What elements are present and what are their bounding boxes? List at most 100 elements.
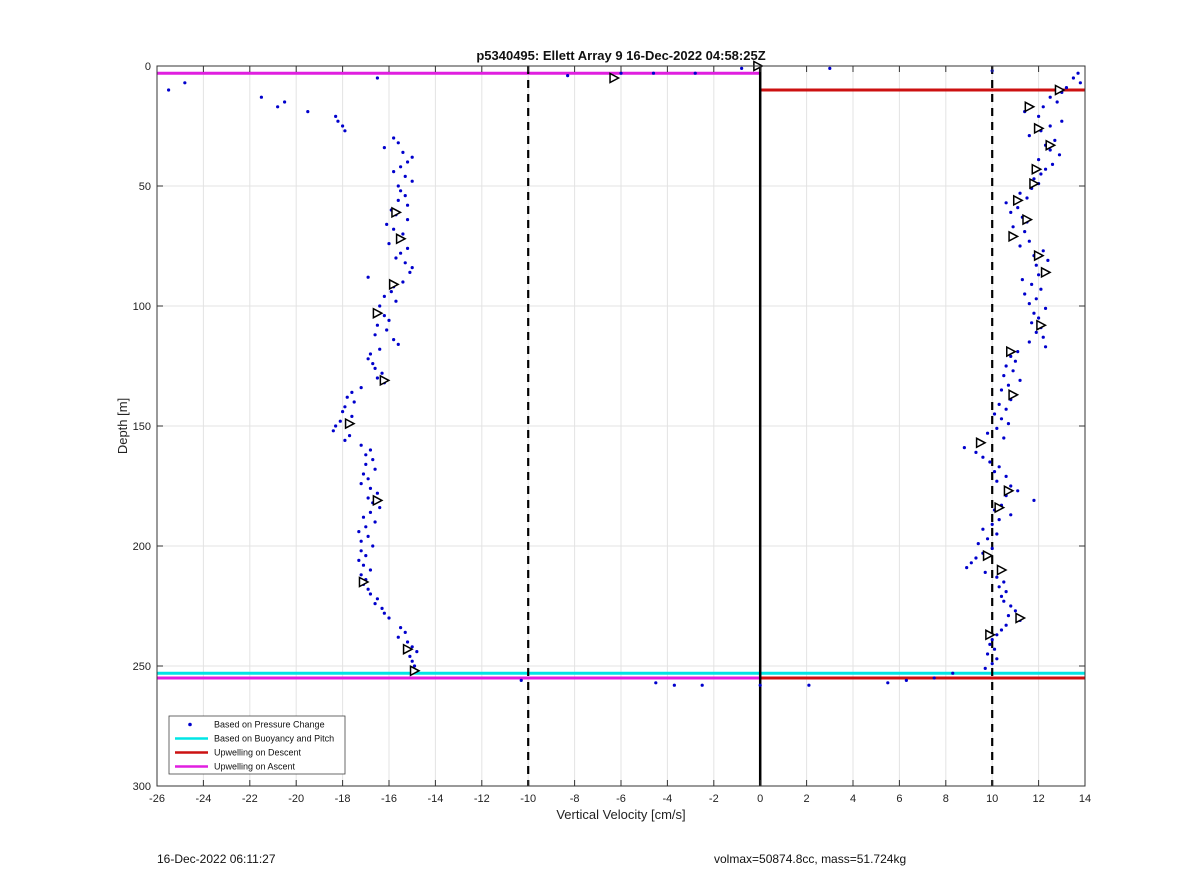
triangle-marker	[1045, 139, 1057, 151]
x-tick-label: 8	[943, 793, 949, 805]
pressure-data-point	[1011, 225, 1015, 229]
pressure-data-point	[359, 443, 363, 447]
pressure-data-point	[1004, 364, 1008, 368]
pressure-data-point	[1034, 263, 1038, 267]
pressure-data-point	[412, 664, 417, 668]
pressure-data-point	[992, 647, 997, 651]
triangle-marker	[372, 307, 384, 319]
pressure-data-point	[1020, 278, 1024, 282]
pressure-data-point	[1060, 119, 1064, 123]
pressure-data-point	[401, 280, 405, 284]
pressure-data-point	[1027, 302, 1031, 306]
pressure-data-point	[394, 256, 398, 260]
pressure-data-point	[997, 465, 1001, 469]
pressure-data-point	[385, 222, 389, 226]
pressure-data-point	[1013, 609, 1018, 613]
pressure-data-point	[974, 450, 978, 454]
pressure-data-point	[1018, 378, 1022, 382]
pressure-data-point	[1053, 138, 1057, 142]
pressure-data-point	[1032, 311, 1036, 315]
pressure-data-point	[995, 633, 999, 637]
pressure-data-point	[361, 515, 366, 519]
pressure-data-point	[1009, 604, 1013, 608]
pressure-data-point	[985, 537, 990, 541]
pressure-data-point	[276, 105, 280, 109]
pressure-data-point	[1032, 498, 1036, 502]
pressure-data-point	[1004, 474, 1008, 478]
pressure-data-point	[758, 683, 762, 687]
pressure-data-point	[1034, 330, 1038, 334]
pressure-data-point	[385, 328, 389, 332]
pressure-data-point	[378, 347, 382, 351]
pressure-data-point	[334, 424, 338, 428]
triangle-marker	[1015, 612, 1027, 624]
y-axis-label: Depth [m]	[115, 398, 130, 454]
pressure-data-point	[359, 482, 363, 486]
pressure-data-point	[1041, 335, 1045, 339]
x-tick-label: -12	[474, 793, 490, 805]
pressure-data-point	[405, 640, 410, 644]
pressure-data-point	[951, 671, 955, 675]
pressure-data-point	[387, 242, 391, 246]
pressure-data-point	[396, 184, 400, 188]
pressure-data-point	[403, 630, 407, 635]
pressure-data-point	[1055, 100, 1059, 104]
pressure-data-point	[392, 170, 396, 174]
pressure-data-point	[1041, 105, 1045, 109]
x-tick-label: -14	[427, 793, 443, 805]
triangle-marker	[1033, 249, 1045, 262]
pressure-data-point	[375, 597, 379, 601]
pressure-data-point	[828, 66, 832, 70]
pressure-data-point	[399, 251, 403, 255]
pressure-data-point	[1027, 134, 1031, 138]
triangle-marker	[1012, 194, 1024, 207]
pressure-data-point	[343, 129, 347, 133]
y-tick-label: 300	[133, 781, 151, 793]
y-tick-label: 0	[145, 61, 151, 73]
pressure-data-point	[405, 246, 410, 250]
pressure-data-point	[375, 323, 379, 327]
pressure-data-point	[999, 417, 1004, 421]
triangle-marker	[1022, 213, 1034, 226]
pressure-data-point	[382, 146, 386, 150]
pressure-data-point	[410, 155, 414, 159]
pressure-data-point	[359, 386, 363, 390]
pressure-data-point	[345, 395, 349, 399]
pressure-data-point	[368, 448, 373, 452]
pressure-data-point	[990, 522, 994, 527]
pressure-data-point	[1004, 590, 1008, 594]
pressure-data-point	[387, 616, 391, 620]
pressure-data-point	[1016, 206, 1020, 210]
pressure-data-point	[343, 405, 347, 409]
pressure-data-point	[672, 683, 676, 687]
pressure-data-point	[350, 390, 354, 394]
pressure-data-point	[368, 510, 373, 514]
pressure-data-point	[364, 525, 368, 529]
pressure-data-point	[410, 179, 414, 183]
pressure-data-point	[382, 314, 386, 318]
pressure-data-point	[1037, 114, 1041, 118]
pressure-data-point	[306, 110, 310, 114]
pressure-data-point	[405, 203, 410, 207]
pressure-data-point	[619, 71, 623, 75]
y-tick-label: 250	[133, 661, 151, 673]
pressure-data-point	[410, 645, 414, 649]
x-tick-label: -6	[616, 793, 626, 805]
pressure-data-point	[396, 635, 400, 639]
pressure-data-point	[399, 189, 403, 193]
x-axis-label: Vertical Velocity [cm/s]	[556, 807, 685, 822]
pressure-data-point	[394, 299, 398, 303]
pressure-data-point	[373, 333, 377, 337]
pressure-data-point	[1004, 201, 1008, 205]
pressure-data-point	[1050, 162, 1055, 166]
pressure-data-point	[347, 434, 352, 438]
triangle-marker	[402, 643, 414, 655]
triangle-marker	[982, 549, 994, 562]
x-tick-label: 14	[1079, 793, 1091, 805]
x-tick-label: 12	[1032, 793, 1044, 805]
pressure-data-point	[389, 290, 393, 294]
pressure-data-point	[396, 141, 400, 145]
pressure-data-point	[399, 626, 403, 630]
triangle-marker	[1031, 163, 1043, 175]
